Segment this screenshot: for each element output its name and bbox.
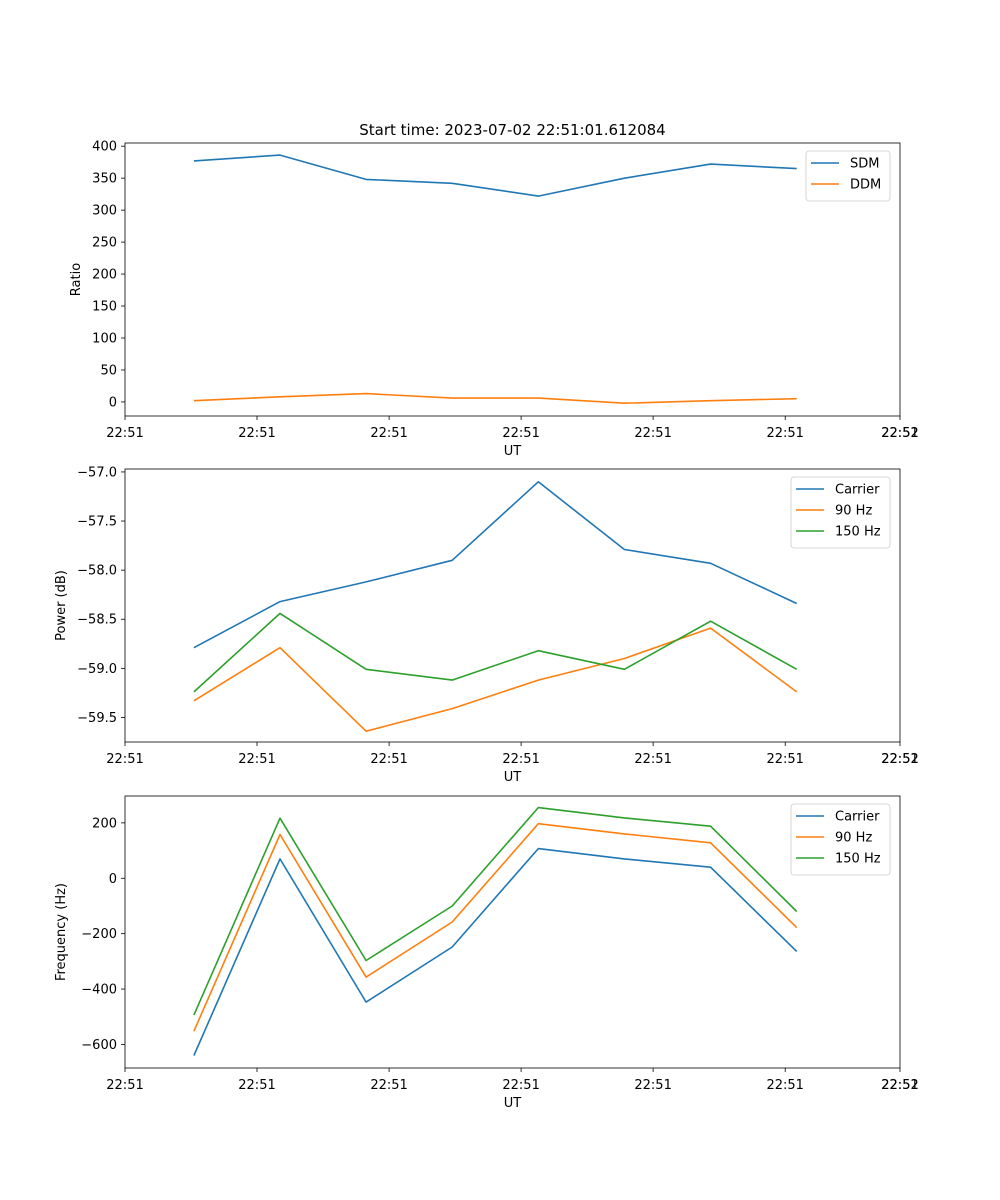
legend-label: Carrier xyxy=(835,483,880,498)
legend: Carrier 90 Hz 150 Hz xyxy=(790,476,891,549)
x-tick-label: 22:51 xyxy=(766,1078,803,1093)
legend-label: 90 Hz xyxy=(835,504,872,519)
x-tick-label: 22:51 xyxy=(881,752,918,767)
series-line-150-hz xyxy=(193,612,798,693)
y-tick-label: 0 xyxy=(109,872,117,887)
y-tick-label: −57.5 xyxy=(77,515,117,530)
y-axis-label: Ratio xyxy=(69,263,84,296)
series-line-ddm xyxy=(193,392,797,405)
x-tick-label: 22:51 xyxy=(766,752,803,767)
x-tick-label: 22:51 xyxy=(881,426,918,441)
x-tick-label: 22:51 xyxy=(881,1078,918,1093)
x-tick-label: 22:51 xyxy=(106,1078,143,1093)
plot-frame xyxy=(124,142,901,417)
legend-label: 150 Hz xyxy=(835,525,881,540)
x-tick-label: 22:51 xyxy=(238,426,275,441)
y-tick-label: 350 xyxy=(92,172,117,187)
x-tick-label: 22:51 xyxy=(238,1078,275,1093)
y-tick-label: −400 xyxy=(81,983,117,998)
x-tick-label: 22:52 xyxy=(881,752,918,767)
y-tick-label: 150 xyxy=(92,300,117,315)
series-line-90-hz xyxy=(193,822,798,1032)
legend-label: SDM xyxy=(850,157,879,172)
x-axis-label: UT xyxy=(504,770,522,785)
x-tick-label: 22:52 xyxy=(881,426,918,441)
y-tick-label: 300 xyxy=(92,204,117,219)
subplot-3: 22:51 22:51 22:51 22:51 22:51 22:51 22:5122:52… xyxy=(54,795,919,1111)
y-tick-label: 100 xyxy=(92,332,117,347)
y-tick-label: −200 xyxy=(81,927,117,942)
series-line-sdm xyxy=(193,154,797,197)
x-tick-label: 22:51 xyxy=(634,1078,671,1093)
y-tick-label: 400 xyxy=(92,140,117,155)
subplot-2: 22:51 22:51 22:51 22:51 22:51 22:51 22:5122:52… xyxy=(54,465,919,785)
series-line-carrier xyxy=(193,480,798,649)
x-tick-label: 22:51 xyxy=(502,426,539,441)
plot-frame xyxy=(124,795,901,1069)
y-tick-label: 250 xyxy=(92,236,117,251)
series-line-90-hz xyxy=(193,627,798,733)
x-tick-label: 22:51 xyxy=(106,426,143,441)
legend-label: 90 Hz xyxy=(835,831,872,846)
legend-label: DDM xyxy=(850,178,881,193)
figure-title: Start time: 2023-07-02 22:51:01.612084 xyxy=(359,121,665,139)
x-tick-label: 22:51 xyxy=(106,752,143,767)
legend-label: 150 Hz xyxy=(835,852,881,867)
x-tick-label: 22:51 xyxy=(238,752,275,767)
series-line-carrier xyxy=(193,847,798,1056)
y-tick-label: 0 xyxy=(109,395,117,410)
y-tick-label: −59.5 xyxy=(77,711,117,726)
x-tick-label: 22:51 xyxy=(634,752,671,767)
x-tick-label: 22:51 xyxy=(502,1078,539,1093)
subplot-1: 22:51 22:51 22:51 22:51 22:51 22:51 22:5122:52… xyxy=(69,140,919,459)
y-tick-label: −58.5 xyxy=(77,613,117,628)
y-tick-label: −57.0 xyxy=(77,465,117,480)
x-tick-label: 22:52 xyxy=(881,1078,918,1093)
plot-frame xyxy=(124,468,901,743)
x-axis-label: UT xyxy=(504,444,522,459)
x-tick-label: 22:51 xyxy=(634,426,671,441)
legend: Carrier 90 Hz 150 Hz xyxy=(790,803,891,876)
y-tick-label: −58.0 xyxy=(77,564,117,579)
x-tick-label: 22:51 xyxy=(370,1078,407,1093)
x-tick-label: 22:51 xyxy=(370,752,407,767)
y-tick-label: −600 xyxy=(81,1038,117,1053)
legend: SDM DDM xyxy=(805,150,891,202)
y-tick-label: 200 xyxy=(92,816,117,831)
series-line-150-hz xyxy=(193,806,798,1016)
subplots: 22:51 22:51 22:51 22:51 22:51 22:51 22:5122:52… xyxy=(54,140,919,1111)
y-tick-label: −59.0 xyxy=(77,662,117,677)
x-tick-label: 22:51 xyxy=(766,426,803,441)
y-tick-label: 50 xyxy=(100,363,117,378)
y-tick-label: 200 xyxy=(92,268,117,283)
legend-label: Carrier xyxy=(835,810,880,825)
x-axis-label: UT xyxy=(504,1096,522,1111)
x-tick-label: 22:51 xyxy=(370,426,407,441)
x-tick-label: 22:51 xyxy=(502,752,539,767)
y-axis-label: Power (dB) xyxy=(54,570,69,641)
y-axis-label: Frequency (Hz) xyxy=(54,883,69,981)
